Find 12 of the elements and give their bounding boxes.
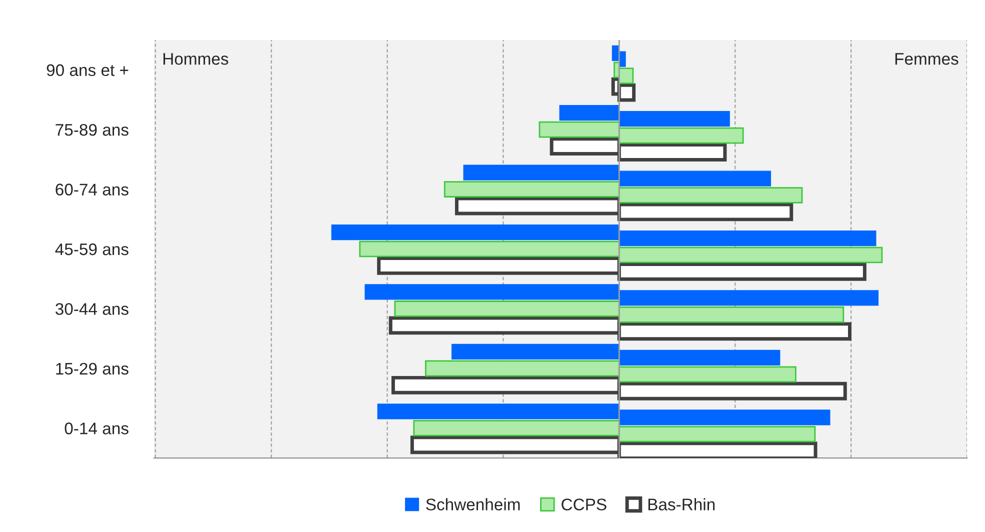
y-tick-label: 60-74 ans bbox=[56, 184, 128, 196]
y-tick-label: 75-89 ans bbox=[56, 124, 128, 136]
legend-label: Bas-Rhin bbox=[648, 498, 715, 510]
text: Femmes bbox=[895, 53, 958, 65]
y-tick-label: 45-59 ans bbox=[55, 243, 128, 256]
y-tick-label: 90 ans et + bbox=[46, 64, 128, 76]
y-tick-label: 30-44 ans bbox=[56, 303, 128, 315]
legend-label: Schwenheim bbox=[426, 498, 520, 510]
y-tick-label: 0-14 ans bbox=[64, 422, 128, 434]
y-tick-label: 15-29 ans bbox=[56, 362, 128, 375]
text: Hommes bbox=[163, 53, 228, 65]
legend-label: CCPS bbox=[562, 498, 606, 510]
